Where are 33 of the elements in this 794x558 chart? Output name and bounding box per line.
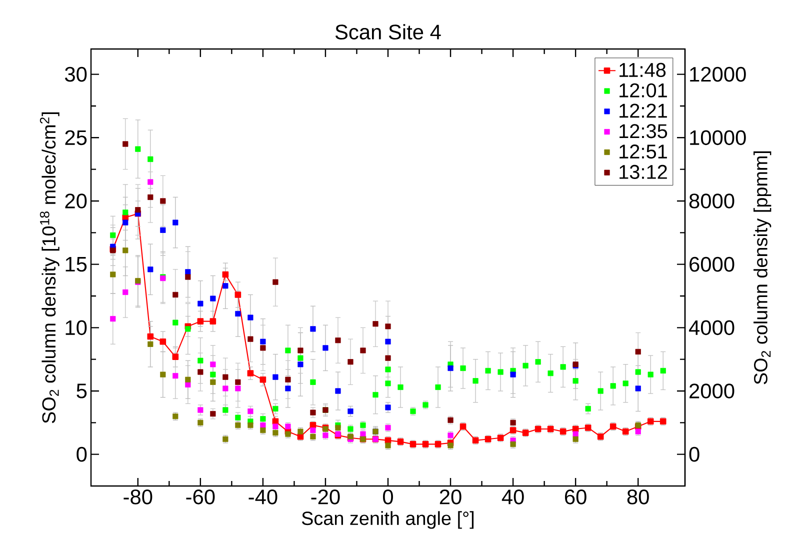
- legend-label: 12:35: [620, 124, 668, 138]
- y-tick-label: 25: [65, 130, 87, 146]
- y2-tick-label: 6000: [690, 256, 734, 272]
- x-tick-label: -60: [186, 490, 215, 504]
- x-axis-title: Scan zenith angle [°]: [302, 511, 474, 529]
- x-tick-label: -80: [124, 490, 152, 504]
- x-tick-label: 0: [382, 490, 393, 504]
- y2-tick-label: 8000: [689, 194, 734, 208]
- y2-tick-label: 4000: [689, 320, 734, 336]
- x-tick-label: 80: [627, 490, 649, 504]
- y2-tick-label: 2000: [690, 384, 734, 398]
- y-axis-title: SO$_{2}$ column density [10$^{18}$ molec/cm$^{2}$]: [40, 112, 60, 424]
- x-tick-label: 20: [440, 490, 462, 504]
- y2-axis-title: SO$_{2}$ column density [ppmm]: [754, 151, 772, 384]
- legend-label: 12:01: [620, 83, 667, 98]
- legend-label: 12:51: [620, 144, 667, 159]
- x-tick-label: 60: [565, 490, 586, 504]
- y-tick-label: 30: [65, 66, 87, 82]
- chart-title: Scan Site 4: [335, 24, 441, 40]
- x-tick-label: -20: [311, 490, 340, 504]
- x-tick-label: 40: [502, 490, 524, 504]
- y2-tick-label: 10000: [690, 130, 746, 146]
- y-tick-label: 20: [65, 194, 87, 208]
- y-tick-label: 10: [66, 320, 87, 336]
- y-tick-label: 15: [66, 257, 87, 272]
- y2-tick-label: 0: [689, 446, 700, 462]
- x-tick-label: -40: [248, 490, 278, 504]
- y2-tick-label: 12000: [690, 66, 746, 82]
- legend-label: 11:48: [620, 62, 666, 78]
- legend-label: 13:12: [620, 164, 667, 179]
- y-tick-label: 5: [76, 384, 87, 398]
- legend-label: 12:21: [620, 104, 667, 118]
- y-tick-label: 0: [76, 446, 87, 462]
